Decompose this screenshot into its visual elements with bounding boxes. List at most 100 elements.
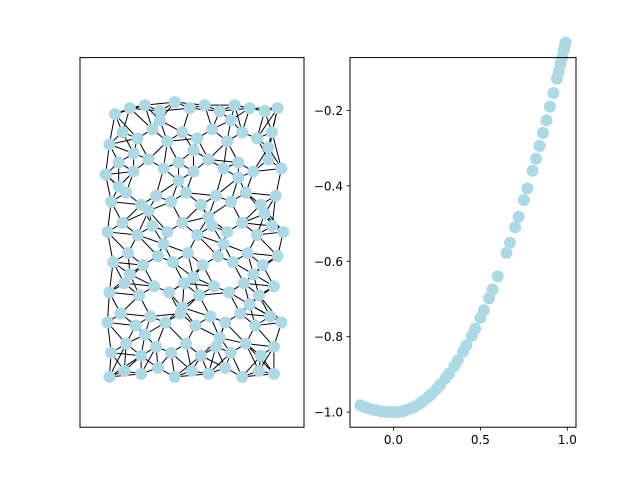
mesh-point	[122, 247, 135, 260]
mesh-point	[239, 186, 252, 199]
mesh-point	[157, 162, 170, 175]
mesh-point	[146, 123, 159, 136]
mesh-point	[165, 346, 178, 359]
curve-point	[460, 339, 473, 352]
mesh-point	[206, 123, 219, 136]
mesh-point	[252, 364, 265, 377]
mesh-point	[206, 219, 219, 232]
mesh-point	[112, 156, 125, 169]
y-tick-label: −0.8	[314, 330, 343, 344]
mesh-point	[211, 250, 224, 263]
right-axes-frame	[349, 57, 577, 428]
mesh-point	[107, 256, 120, 269]
mesh-point	[243, 102, 256, 115]
mesh-point	[144, 310, 157, 323]
curve-point	[547, 87, 560, 100]
x-axis-ticks: 0.0 0.5 1.0	[384, 427, 577, 447]
mesh-point	[135, 349, 148, 362]
y-tick-label: −0.2	[314, 104, 343, 118]
x-tick-label: 0.5	[471, 433, 490, 447]
mesh-point	[172, 156, 185, 169]
right-axes: 0.0 0.5 1.0 −0.2 −0.4 −0.6 −0.8 −1.0	[314, 36, 577, 447]
mesh-point	[114, 307, 127, 320]
mesh-point	[202, 210, 215, 223]
mesh-point	[254, 349, 267, 362]
mesh-point	[254, 198, 267, 211]
mesh-point	[264, 310, 277, 323]
mesh-point	[151, 250, 164, 263]
mesh-point	[105, 346, 118, 359]
mesh-point	[168, 370, 181, 383]
mesh-point	[187, 271, 200, 284]
mesh-point	[101, 225, 114, 238]
mesh-point	[223, 286, 236, 299]
x-tick-label: 1.0	[558, 433, 577, 447]
mesh-point	[224, 114, 237, 127]
mesh-point	[180, 337, 193, 350]
curve-point	[521, 182, 534, 195]
mesh-point	[234, 307, 247, 320]
curve-point	[491, 270, 504, 283]
mesh-point	[103, 286, 116, 299]
mesh-point	[236, 370, 249, 383]
mesh-point	[213, 331, 226, 344]
mesh-point	[249, 319, 262, 332]
mesh-point	[185, 364, 198, 377]
mesh-point	[219, 361, 232, 374]
mesh-point	[258, 207, 271, 220]
mesh-point	[202, 153, 215, 166]
mesh-point	[258, 105, 271, 118]
curve-point	[526, 164, 539, 177]
mesh-point	[151, 361, 164, 374]
mesh-point	[209, 340, 222, 353]
mesh-point	[150, 189, 163, 202]
mesh-point	[194, 349, 207, 362]
mesh-point	[217, 238, 230, 251]
mesh-point	[221, 225, 234, 238]
mesh-point	[196, 259, 209, 272]
mesh-point	[189, 319, 202, 332]
curve-point	[543, 100, 556, 113]
mesh-point	[127, 147, 140, 160]
x-tick-label: 0.0	[384, 433, 403, 447]
mesh-point	[266, 126, 279, 139]
mesh-point	[267, 367, 280, 380]
mesh-point	[180, 186, 193, 199]
mesh-point	[187, 165, 200, 178]
mesh-point	[232, 156, 245, 169]
mesh-point	[262, 153, 275, 166]
mesh-point	[193, 289, 206, 302]
mesh-point	[221, 135, 234, 148]
left-axes	[79, 57, 305, 428]
curve-point	[559, 36, 572, 49]
mesh-point	[266, 219, 279, 232]
mesh-point	[123, 102, 136, 115]
mesh-point	[99, 168, 112, 181]
mesh-point	[108, 108, 121, 121]
mesh-point	[101, 316, 114, 329]
mesh-point	[163, 286, 176, 299]
mesh-point	[191, 228, 204, 241]
mesh-point	[247, 268, 260, 281]
mesh-point	[239, 337, 252, 350]
mesh-point	[146, 219, 159, 232]
mesh-point	[247, 165, 260, 178]
mesh-point	[178, 277, 191, 290]
curve-point	[486, 283, 499, 296]
mesh-point	[243, 298, 256, 311]
mesh-point	[202, 367, 215, 380]
mesh-point	[256, 259, 269, 272]
mesh-edge	[108, 343, 127, 378]
mesh-point	[252, 289, 265, 302]
mesh-point	[138, 99, 151, 112]
mesh-point	[262, 141, 275, 154]
curve-point	[500, 246, 513, 259]
mesh-point	[172, 174, 185, 187]
curve-points	[354, 36, 572, 419]
mesh-point	[118, 277, 131, 290]
mesh-point	[226, 256, 239, 269]
mesh-point	[217, 162, 230, 175]
mesh-point	[103, 138, 116, 151]
mesh-point	[213, 105, 226, 118]
